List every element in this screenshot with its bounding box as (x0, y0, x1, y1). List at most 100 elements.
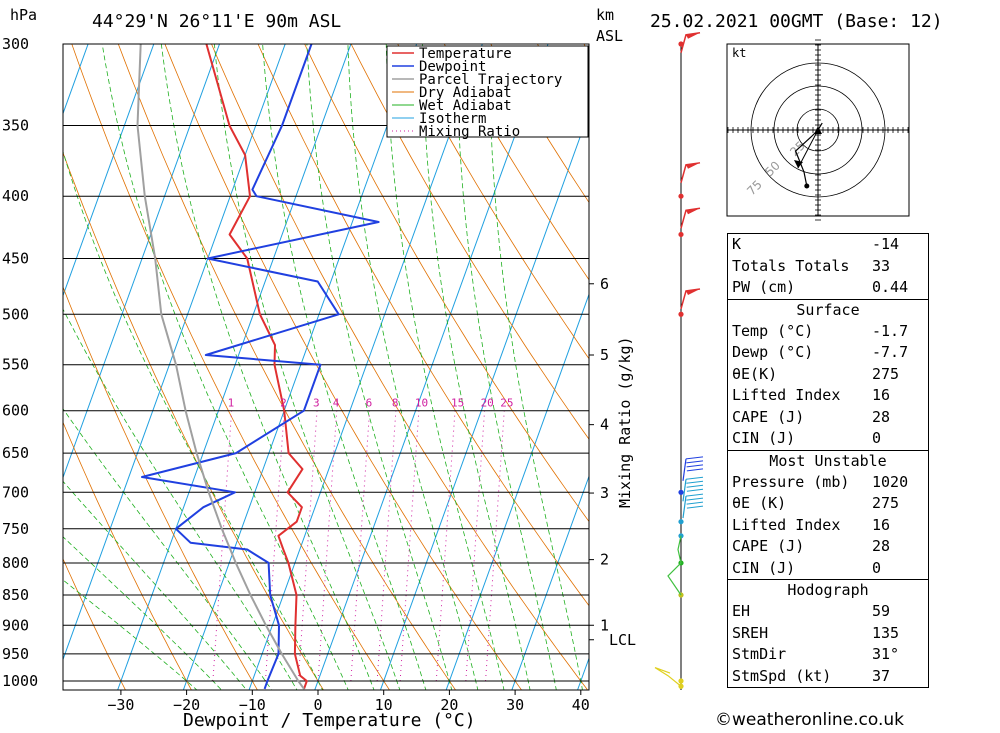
wind-level-dot (678, 231, 684, 238)
wind-profile (654, 32, 704, 690)
dry-adiabat-line (63, 557, 126, 690)
mixing-ratio-label: 10 (415, 397, 428, 410)
wind-level-dot (678, 489, 684, 495)
dry-adiabat-line (71, 44, 390, 690)
pressure-tick-label: 650 (2, 444, 29, 462)
wind-level-dot (678, 193, 684, 199)
k-label: K (732, 235, 742, 253)
mixing-ratio-label: 15 (451, 397, 464, 410)
s-cin-value: 0 (872, 429, 882, 447)
wind-barb-feather (686, 501, 704, 505)
wet-adiabat-line (63, 480, 248, 690)
wet-adiabat-line (63, 150, 323, 690)
row-mu-cin: CIN (J) 0 (728, 558, 928, 580)
dry-adiabat-line (257, 44, 589, 607)
stmspd-label: StmSpd (kt) (732, 666, 832, 685)
wind-barb-feather (685, 456, 704, 460)
temperature-tick-label: −20 (173, 696, 200, 714)
wind-flag (686, 162, 700, 169)
mu-li-value: 16 (872, 515, 891, 534)
pw-label: PW (cm) (732, 278, 796, 296)
pressure-tick-label: 950 (2, 645, 29, 663)
km-tick-label: 3 (600, 484, 609, 502)
pressure-tick-label: 550 (2, 356, 29, 374)
temperature-tick-label: −10 (239, 696, 266, 714)
pressure-tick-label: 700 (2, 483, 29, 501)
row-mu-cape: CAPE (J) 28 (728, 536, 928, 558)
s-cape-label: CAPE (J) (732, 407, 805, 426)
pressure-tick-label: 300 (2, 35, 29, 53)
wet-adiabat-line (306, 44, 453, 690)
legend-dry-adiabat: Dry Adiabat (419, 85, 512, 101)
x-axis-label: Dewpoint / Temperature (°C) (183, 710, 476, 731)
wet-adiabat-line (63, 579, 198, 690)
sreh-value: 135 (872, 623, 900, 642)
isotherm-line (445, 292, 589, 690)
stats-table: K -14 Totals Totals 33 PW (cm) 0.44 Surface… (727, 233, 929, 688)
isotherm-line (63, 44, 286, 661)
tt-label: Totals Totals (732, 256, 850, 275)
row-stmspd: StmSpd (kt) 37 (728, 666, 928, 688)
dry-adiabat-line (443, 44, 589, 281)
wet-adiabat-line (489, 44, 583, 690)
stmspd-value: 37 (872, 666, 891, 685)
isotherm-line (314, 44, 549, 690)
wet-adiabat-line (213, 44, 401, 690)
temperature-tick-label: 40 (572, 696, 590, 714)
mixing-ratio-line (485, 410, 505, 682)
wind-flag (686, 288, 700, 295)
wet-adiabat-line (160, 44, 375, 690)
mixing-ratio-line (399, 410, 420, 682)
temperature-tick-label: 20 (440, 696, 458, 714)
mixing-ratio-label: 20 (481, 397, 494, 410)
s-theta-label: θE(K) (732, 364, 778, 383)
hodograph-unit-label: kt (732, 46, 746, 60)
pressure-tick-label: 1000 (2, 672, 38, 690)
row-s-dewp: Dewp (°C) -7.7 (728, 342, 928, 364)
legend-wet-adiabat: Wet Adiabat (419, 98, 512, 114)
stmdir-value: 31° (872, 645, 900, 663)
dry-adiabat-line (63, 151, 324, 690)
dry-adiabat-line (304, 44, 589, 523)
hodograph-section: Hodograph EH 59 SREH 135 StmDir 31° StmSpd … (728, 579, 928, 687)
s-li-value: 16 (872, 386, 891, 404)
km-tick-label: 1 (600, 616, 609, 634)
pw-value: 0.44 (872, 278, 909, 296)
mixing-ratio-line (376, 410, 397, 682)
km-tick-label: 5 (600, 346, 609, 364)
s-temp-label: Temp (°C) (732, 321, 814, 340)
mu-title: Most Unstable (769, 451, 887, 470)
mixing-ratio-line (317, 410, 338, 682)
mixing-ratio-axis-label: Mixing Ratio (g/kg) (616, 336, 634, 508)
row-s-cape: CAPE (J) 28 (728, 407, 928, 429)
s-dewp-label: Dewp (°C) (732, 343, 814, 361)
pressure-tick-label: 350 (2, 117, 29, 135)
mixing-ratio-label: 3 (313, 397, 320, 410)
wind-flag (686, 32, 700, 39)
dry-adiabat-line (211, 44, 589, 690)
legend-box (386, 45, 589, 138)
wind-barb-feather (686, 468, 704, 472)
isotherm-line (63, 44, 155, 297)
storm-motion-arrowhead (794, 160, 803, 168)
wind-barb (682, 479, 687, 502)
row-s-li: Lifted Index 16 (728, 385, 928, 407)
mixing-ratio-line (264, 410, 285, 682)
stmdir-label: StmDir (732, 645, 787, 663)
row-mu-pres: Pressure (mb) 1020 (728, 472, 928, 494)
wind-barb-feather (686, 460, 704, 464)
site-credit[interactable]: ©weatheronline.co.uk (715, 710, 905, 730)
mixing-ratio-line (435, 410, 456, 682)
wind-level-dot (678, 311, 684, 317)
mixing-ratio-line (297, 410, 318, 682)
mu-cape-value: 28 (872, 537, 891, 555)
pressure-tick-label: 900 (2, 616, 29, 634)
s-dewp-value: -7.7 (872, 343, 909, 361)
wind-barb-feather (686, 464, 704, 468)
mixing-ratio-label: 8 (392, 397, 399, 410)
wind-barb (682, 458, 687, 481)
isotherm-line (182, 44, 418, 690)
s-li-label: Lifted Index (732, 386, 841, 404)
dry-adiabat-line (63, 421, 192, 690)
